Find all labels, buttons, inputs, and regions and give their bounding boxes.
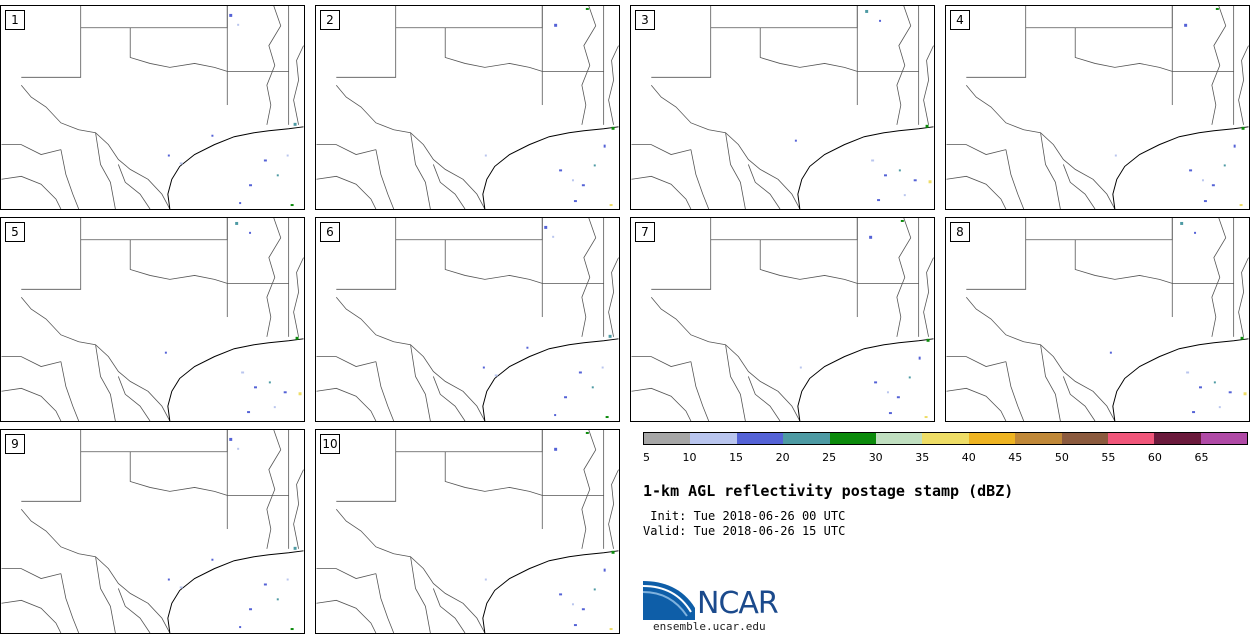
map-10 <box>316 430 619 633</box>
stamp-panel-8: 8 <box>945 217 1250 422</box>
panel-number: 6 <box>320 222 340 242</box>
colorbar-tick-label: 45 <box>1008 451 1023 464</box>
colorbar-ticks: 5 10 15 20 25 30 35 40 45 50 55 60 65 <box>643 451 1248 465</box>
stamp-panel-4: 4 <box>945 5 1250 210</box>
colorbar-swatch <box>1107 433 1155 444</box>
colorbar-tick-label: 25 <box>822 451 837 464</box>
colorbar-swatch <box>1200 433 1248 444</box>
panel-number: 5 <box>5 222 25 242</box>
panel-number: 4 <box>950 10 970 30</box>
colorbar-swatch <box>968 433 1016 444</box>
map-5 <box>1 218 304 421</box>
map-1 <box>1 6 304 209</box>
stamp-panel-2: 2 <box>315 5 620 210</box>
colorbar-tick-label: 10 <box>682 451 697 464</box>
site-url: ensemble.ucar.edu <box>653 620 766 633</box>
colorbar-swatch <box>1015 433 1062 444</box>
map-7 <box>631 218 934 421</box>
colorbar-tick-label: 35 <box>915 451 930 464</box>
reflectivity-colorbar <box>643 432 1248 445</box>
colorbar-swatch <box>875 433 923 444</box>
colorbar-tick-label: 50 <box>1054 451 1069 464</box>
valid-time: Valid: Tue 2018-06-26 15 UTC <box>643 524 846 538</box>
colorbar-tick-label: 55 <box>1101 451 1116 464</box>
panel-number: 3 <box>635 10 655 30</box>
stamp-panel-3: 3 <box>630 5 935 210</box>
stamp-panel-10: 10 <box>315 429 620 634</box>
ncar-logo-text: NCAR <box>697 586 779 621</box>
panel-number: 2 <box>320 10 340 30</box>
colorbar-swatch <box>1061 433 1108 444</box>
colorbar-tick-label: 40 <box>961 451 976 464</box>
ncar-logo-icon <box>643 581 695 620</box>
stamp-panel-1: 1 <box>0 5 305 210</box>
stamp-panel-7: 7 <box>630 217 935 422</box>
panel-number: 1 <box>5 10 25 30</box>
stamp-panel-6: 6 <box>315 217 620 422</box>
map-2 <box>316 6 619 209</box>
map-8 <box>946 218 1249 421</box>
colorbar-swatch <box>644 433 691 444</box>
colorbar-swatch <box>783 433 830 444</box>
colorbar-tick-label: 15 <box>729 451 744 464</box>
panel-number: 10 <box>320 434 340 454</box>
colorbar-tick-label: 60 <box>1147 451 1162 464</box>
map-6 <box>316 218 619 421</box>
colorbar-tick-label: 30 <box>868 451 883 464</box>
stamp-panel-9: 9 <box>0 429 305 634</box>
map-9 <box>1 430 304 633</box>
colorbar-tick-label: 5 <box>643 451 650 464</box>
colorbar-swatch <box>690 433 737 444</box>
colorbar-swatch <box>736 433 784 444</box>
init-time: Init: Tue 2018-06-26 00 UTC <box>643 509 846 523</box>
colorbar-swatch <box>922 433 969 444</box>
colorbar-tick-label: 20 <box>775 451 790 464</box>
panel-number: 9 <box>5 434 25 454</box>
panel-number: 7 <box>635 222 655 242</box>
product-title: 1-km AGL reflectivity postage stamp (dBZ… <box>643 482 1014 500</box>
map-4 <box>946 6 1249 209</box>
map-3 <box>631 6 934 209</box>
colorbar-tick-label: 65 <box>1194 451 1209 464</box>
panel-number: 8 <box>950 222 970 242</box>
colorbar-swatch <box>829 433 876 444</box>
stamp-panel-5: 5 <box>0 217 305 422</box>
colorbar-swatch <box>1154 433 1201 444</box>
